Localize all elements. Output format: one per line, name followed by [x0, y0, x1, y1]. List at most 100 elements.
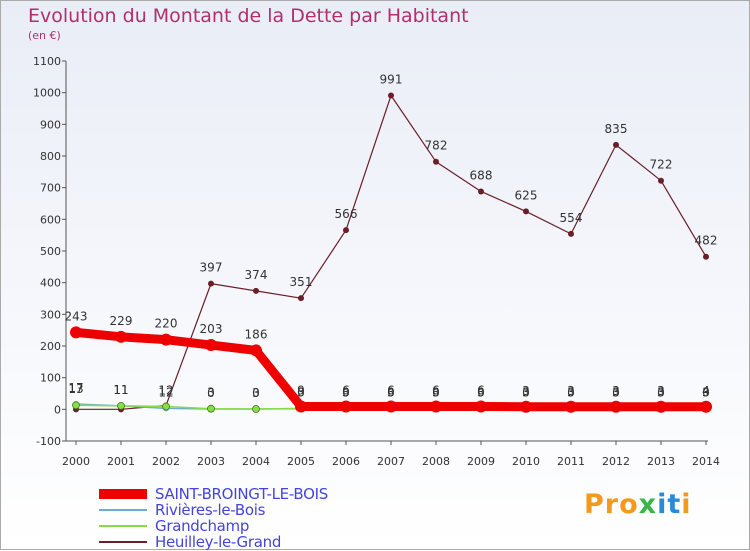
data-label: 13 — [68, 382, 83, 396]
data-point[interactable] — [478, 188, 484, 195]
data-point[interactable] — [252, 405, 260, 413]
series-layer — [70, 92, 712, 413]
y-tick-label: 700 — [40, 182, 61, 195]
data-label: 3 — [612, 384, 620, 398]
data-label: 4 — [702, 384, 710, 398]
data-point[interactable] — [613, 141, 619, 148]
chart-subtitle: (en €) — [28, 29, 61, 42]
data-point[interactable] — [117, 401, 125, 410]
data-label: 3 — [612, 385, 620, 399]
data-point[interactable] — [70, 326, 82, 339]
data-label: 0 — [702, 386, 710, 400]
data-point[interactable] — [250, 344, 262, 357]
data-label: 6 — [477, 383, 485, 397]
data-point[interactable] — [340, 400, 352, 413]
logo-part: i — [681, 489, 692, 520]
y-tick-label: 900 — [40, 118, 61, 131]
x-tick-label: 2014 — [692, 455, 720, 468]
data-point[interactable] — [72, 401, 80, 410]
logo-part: Pro — [584, 489, 639, 520]
data-label: 0 — [387, 386, 395, 400]
data-label: 3 — [207, 386, 215, 400]
y-axis-ticks: -100 0 100 200 300 400 500 600 700 800 900 1000 1100 — [33, 55, 66, 448]
legend-swatch — [99, 541, 147, 543]
y-tick-label: 0 — [54, 403, 61, 416]
data-point[interactable] — [703, 253, 709, 260]
data-point[interactable] — [658, 177, 664, 184]
data-label: 0 — [567, 386, 575, 400]
data-label: 6 — [342, 383, 350, 397]
series-0 — [70, 326, 712, 413]
data-label: 397 — [200, 261, 223, 275]
data-label: 835 — [605, 122, 628, 136]
data-label: 625 — [515, 188, 538, 202]
data-point[interactable] — [295, 400, 307, 413]
y-tick-label: 800 — [40, 150, 61, 163]
data-label: 0 — [477, 386, 485, 400]
data-point[interactable] — [433, 158, 439, 165]
data-point[interactable] — [523, 208, 529, 215]
data-label: 3 — [657, 385, 665, 399]
y-tick-label: 200 — [40, 340, 61, 353]
data-point[interactable] — [207, 404, 215, 413]
logo-part: x — [638, 489, 658, 520]
series-line — [76, 94, 707, 410]
legend-label: Grandchamp — [155, 517, 250, 535]
data-label: 6 — [432, 383, 440, 397]
data-point[interactable] — [610, 400, 622, 413]
data-label: 186 — [245, 327, 268, 341]
data-point[interactable] — [298, 295, 304, 302]
data-point[interactable] — [700, 400, 712, 413]
data-point[interactable] — [475, 400, 487, 413]
data-label: 229 — [110, 314, 133, 328]
data-label: 3 — [657, 384, 665, 398]
data-label: 11 — [113, 383, 128, 397]
data-label: 688 — [470, 168, 493, 182]
x-tick-label: 2011 — [557, 455, 585, 468]
proxiti-logo: Proxiti — [584, 489, 692, 520]
data-label: 991 — [380, 73, 403, 87]
logo-part: it — [657, 489, 682, 520]
data-label: 3 — [522, 384, 530, 398]
y-tick-label: 400 — [40, 277, 61, 290]
data-label: 482 — [695, 234, 718, 248]
x-tick-label: 2002 — [152, 455, 180, 468]
data-point[interactable] — [205, 339, 217, 352]
data-label: 0 — [657, 386, 665, 400]
data-label: 220 — [155, 317, 178, 331]
data-point[interactable] — [208, 280, 214, 287]
data-label: 566 — [335, 207, 358, 221]
data-point[interactable] — [568, 230, 574, 237]
data-label: 0 — [207, 386, 215, 400]
legend-swatch — [99, 525, 147, 527]
data-point[interactable] — [565, 400, 577, 413]
data-point[interactable] — [162, 402, 170, 411]
data-point[interactable] — [343, 227, 349, 234]
data-point[interactable] — [430, 400, 442, 413]
data-point[interactable] — [385, 400, 397, 413]
x-tick-label: 2010 — [512, 455, 540, 468]
x-tick-label: 2009 — [467, 455, 495, 468]
data-label: 9 — [297, 383, 305, 397]
series-3 — [73, 92, 709, 413]
data-point[interactable] — [115, 330, 127, 343]
data-point[interactable] — [655, 400, 667, 413]
data-point[interactable] — [520, 400, 532, 413]
data-label: 3 — [702, 385, 710, 399]
x-tick-label: 2001 — [107, 455, 135, 468]
x-tick-label: 2000 — [62, 455, 90, 468]
data-label: 3 — [567, 385, 575, 399]
data-point[interactable] — [388, 92, 394, 99]
data-label: 3 — [567, 384, 575, 398]
data-label: 3 — [342, 385, 350, 399]
data-label: 374 — [245, 268, 268, 282]
data-label: 0 — [522, 386, 530, 400]
data-point[interactable] — [160, 333, 172, 346]
data-label: 203 — [200, 322, 223, 336]
data-point[interactable] — [253, 287, 259, 294]
y-tick-label: 500 — [40, 245, 61, 258]
x-tick-label: 2006 — [332, 455, 360, 468]
data-label: 17 — [68, 381, 83, 395]
legend-label: Rivières-le-Bois — [155, 501, 266, 519]
